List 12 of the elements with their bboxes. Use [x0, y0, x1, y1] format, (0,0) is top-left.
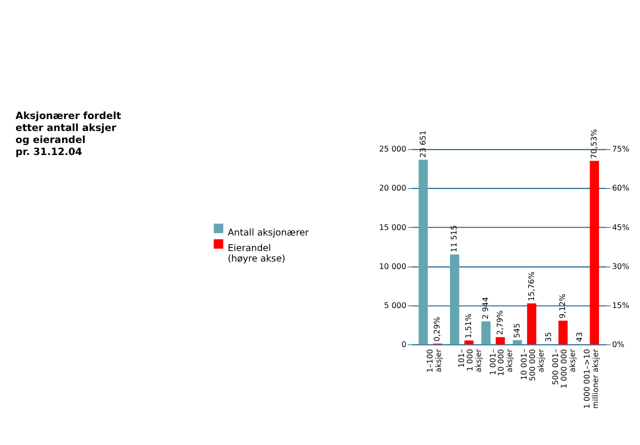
bar — [450, 254, 460, 344]
text: Aksjonærer fordelt etter antall aksjer og eierandel pr. 31.12.04 — [16, 111, 122, 158]
bar — [527, 303, 536, 344]
bar — [590, 160, 599, 344]
legend-label: Eierandel (høyre akse) — [228, 243, 286, 265]
bar — [512, 340, 522, 344]
bar — [418, 160, 428, 344]
bar — [558, 320, 568, 344]
bar — [464, 340, 474, 344]
legend-label: Antall aksjonærer — [228, 227, 310, 238]
bar — [496, 337, 505, 344]
bar — [481, 321, 491, 344]
